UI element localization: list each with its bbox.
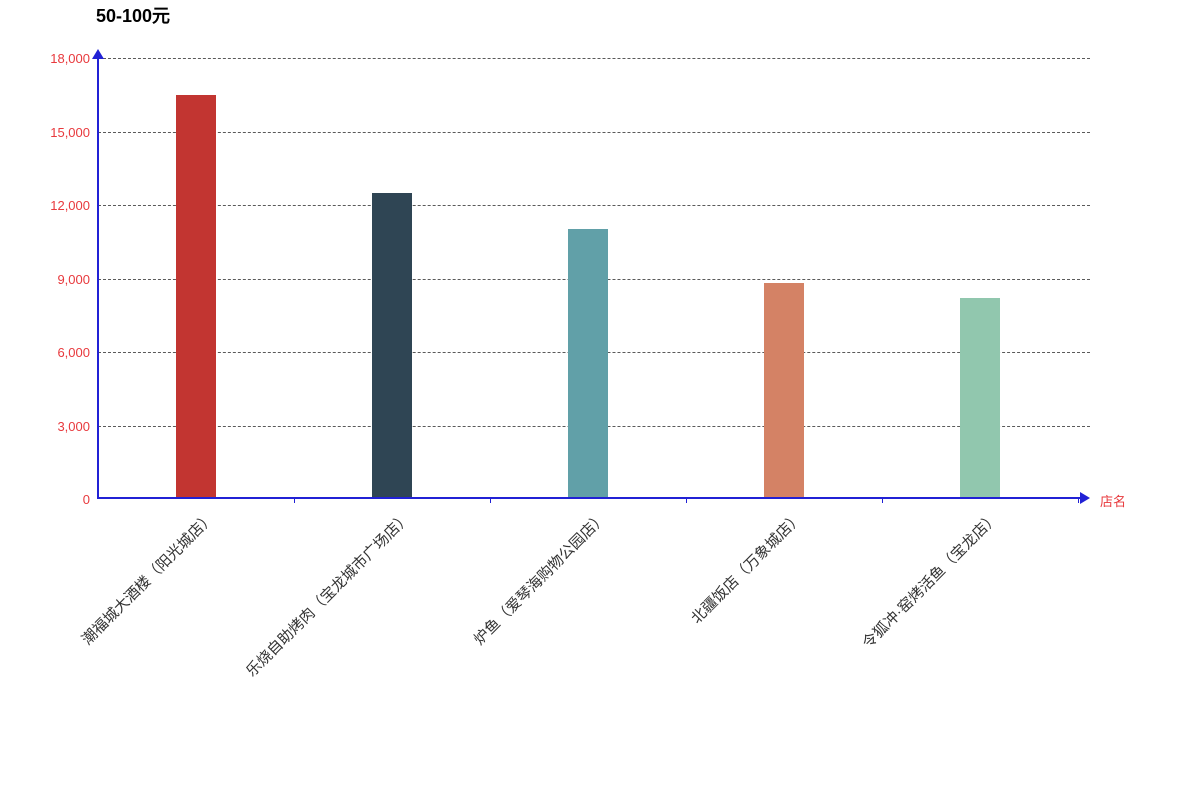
- bar[interactable]: [764, 283, 804, 499]
- x-axis-tick: [686, 499, 687, 503]
- x-category-label: 乐烧自助烤肉（宝龙城市广场店）: [243, 509, 415, 681]
- x-axis-tick: [294, 499, 295, 503]
- x-axis-tick: [1078, 499, 1079, 503]
- gridline-h: [98, 131, 1090, 133]
- y-axis-line: [97, 58, 99, 499]
- bar[interactable]: [372, 193, 412, 499]
- bar[interactable]: [568, 229, 608, 499]
- y-axis-arrow-icon: [92, 49, 104, 59]
- x-category-label: 北疆饭店（万象城店）: [688, 509, 807, 628]
- x-category-label: 令狐冲·窑烤活鱼（宝龙店）: [859, 509, 1003, 652]
- gridline-h: [98, 205, 1090, 206]
- x-axis-tick: [882, 499, 883, 503]
- y-tick-label: 6,000: [57, 345, 90, 360]
- bar[interactable]: [960, 298, 1000, 499]
- gridline-h: [98, 58, 1090, 59]
- x-axis-arrow-icon: [1080, 492, 1090, 504]
- y-tick-label: 12,000: [50, 198, 90, 213]
- y-tick-label: 15,000: [50, 124, 90, 140]
- y-tick-label: 9,000: [57, 271, 90, 287]
- bar[interactable]: [176, 95, 216, 499]
- chart-title: 50-100元: [96, 6, 171, 26]
- y-tick-label: 0: [82, 492, 90, 507]
- x-axis-line: [98, 497, 1082, 499]
- y-tick-label: 3,000: [57, 418, 90, 434]
- x-axis-title: 店名: [1100, 494, 1127, 509]
- x-category-label: 潮福城大酒楼（阳光城店）: [78, 509, 219, 649]
- x-axis-tick: [490, 499, 491, 503]
- x-category-label: 炉鱼（爱琴海购物公园店）: [470, 509, 611, 649]
- y-tick-label: 18,000: [50, 51, 90, 66]
